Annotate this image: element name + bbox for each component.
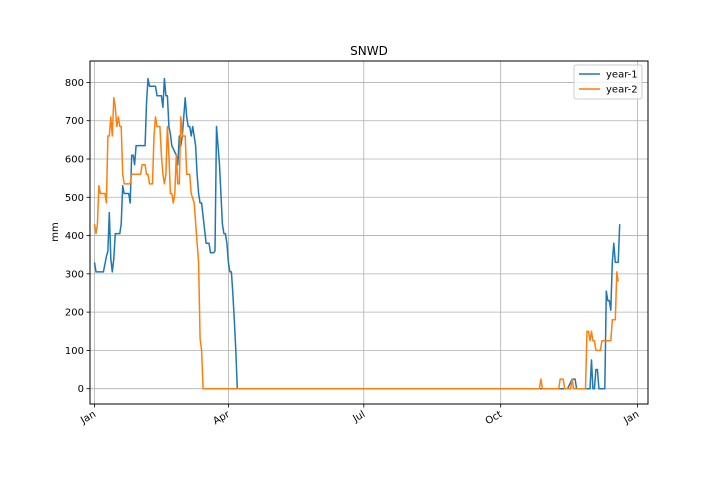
y-tick-label: 100 — [65, 346, 84, 357]
y-axis: 0 100 200 300 400 500 600 700 800 — [65, 78, 90, 395]
plot-area — [90, 61, 648, 404]
plot-frame — [89, 60, 649, 405]
y-axis-label: mm — [50, 222, 61, 241]
legend-label: year-2 — [606, 85, 638, 96]
series-line-year-2 — [93, 97, 619, 390]
y-tick-label: 300 — [65, 269, 84, 280]
y-tick-label: 0 — [78, 384, 84, 395]
y-tick-label: 400 — [65, 231, 84, 242]
y-tick-label: 200 — [65, 308, 84, 319]
y-tick-label: 800 — [65, 78, 84, 89]
chart-title: SNWD — [350, 44, 388, 58]
y-tick-label: 600 — [65, 155, 84, 166]
legend-label: year-1 — [606, 70, 638, 81]
y-tick-label: 500 — [65, 193, 84, 204]
series-layer — [93, 77, 621, 390]
y-tick-label: 700 — [65, 116, 84, 127]
series-line-year-1 — [93, 77, 621, 390]
legend: year-1 year-2 — [573, 64, 643, 100]
